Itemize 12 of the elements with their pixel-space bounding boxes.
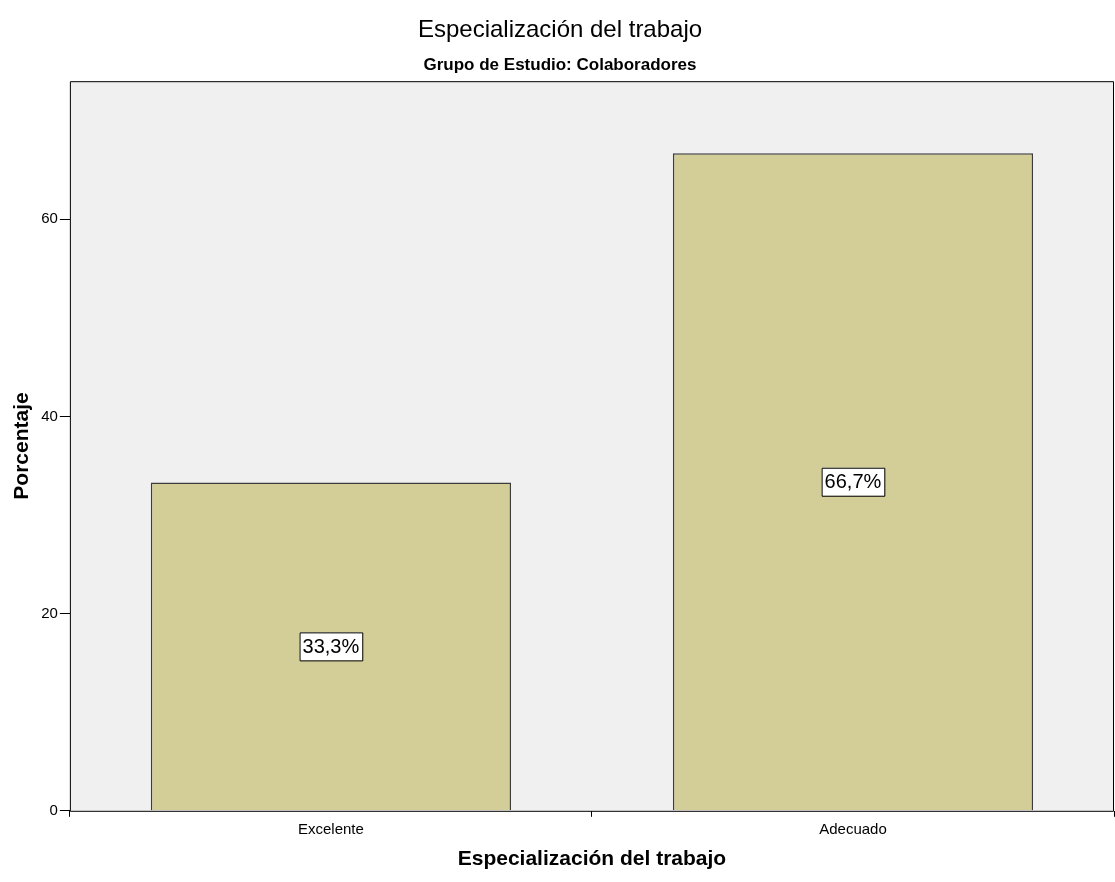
y-tick-label: 40 <box>41 406 58 424</box>
y-tick-label: 20 <box>41 603 58 621</box>
y-tick-label: 60 <box>41 209 58 227</box>
data-label: 66,7% <box>824 470 882 493</box>
y-tick-label: 0 <box>49 800 58 818</box>
data-label: 33,3% <box>302 634 360 657</box>
chart-title: Especialización del trabajo <box>417 15 703 43</box>
x-axis-title: Especialización del trabajo <box>457 846 727 870</box>
x-tick-label: Excelente <box>297 819 364 837</box>
chart-subtitle: Grupo de Estudio: Colaboradores <box>423 54 697 74</box>
x-tick-label: Adecuado <box>819 819 887 837</box>
y-axis-title: Porcentaje <box>9 392 33 500</box>
